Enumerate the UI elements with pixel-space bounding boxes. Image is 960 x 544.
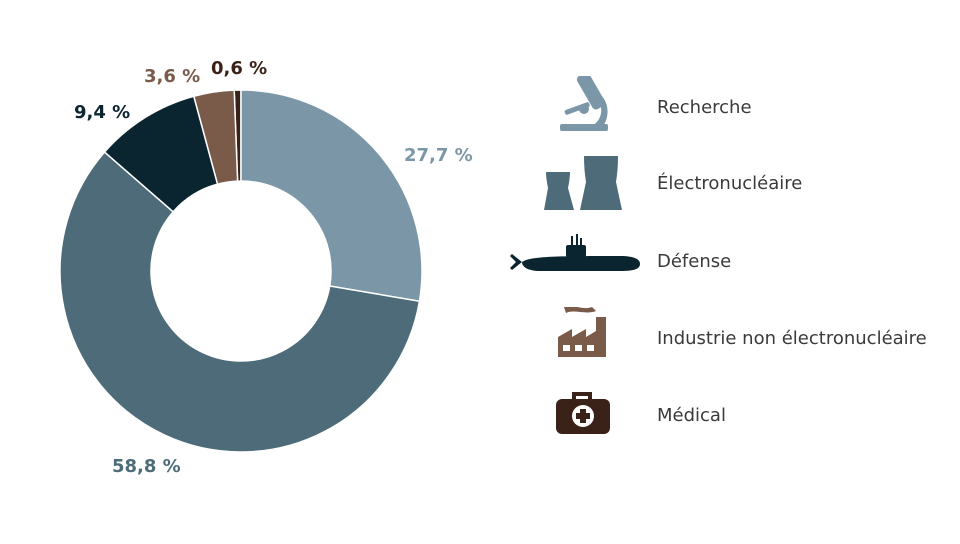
cooling-tower-icon — [544, 156, 622, 210]
legend-item-recherche: Recherche — [500, 76, 950, 140]
donut-slice--lectronucl-aire — [59, 150, 421, 453]
donut-slice-recherche — [240, 89, 423, 303]
legend-label: Industrie non électronucléaire — [657, 328, 927, 349]
microscope-icon — [560, 76, 608, 131]
submarine-icon — [510, 234, 640, 271]
slice-label-medical: 0,6 % — [211, 58, 268, 79]
slice-label-electronucleaire: 58,8 % — [112, 456, 181, 477]
legend-label: Défense — [657, 251, 732, 272]
legend-item-industrie: Industrie non électronucléaire — [500, 307, 950, 371]
legend-label: Recherche — [657, 97, 752, 118]
legend-item-defense: Défense — [500, 230, 950, 294]
slice-label-industrie: 3,6 % — [144, 66, 201, 87]
donut-slice-industrie-non-lectronucl-aire — [192, 89, 239, 186]
legend-item-medical: Médical — [500, 384, 950, 448]
slice-label-recherche: 27,7 % — [404, 145, 473, 166]
legend-label: Médical — [657, 405, 726, 426]
medical-kit-icon — [556, 392, 610, 434]
legend-label: Électronucléaire — [657, 173, 803, 194]
slice-label-defense: 9,4 % — [74, 102, 131, 123]
factory-icon — [558, 307, 606, 357]
legend-item-electronucleaire: Électronucléaire — [500, 152, 950, 216]
